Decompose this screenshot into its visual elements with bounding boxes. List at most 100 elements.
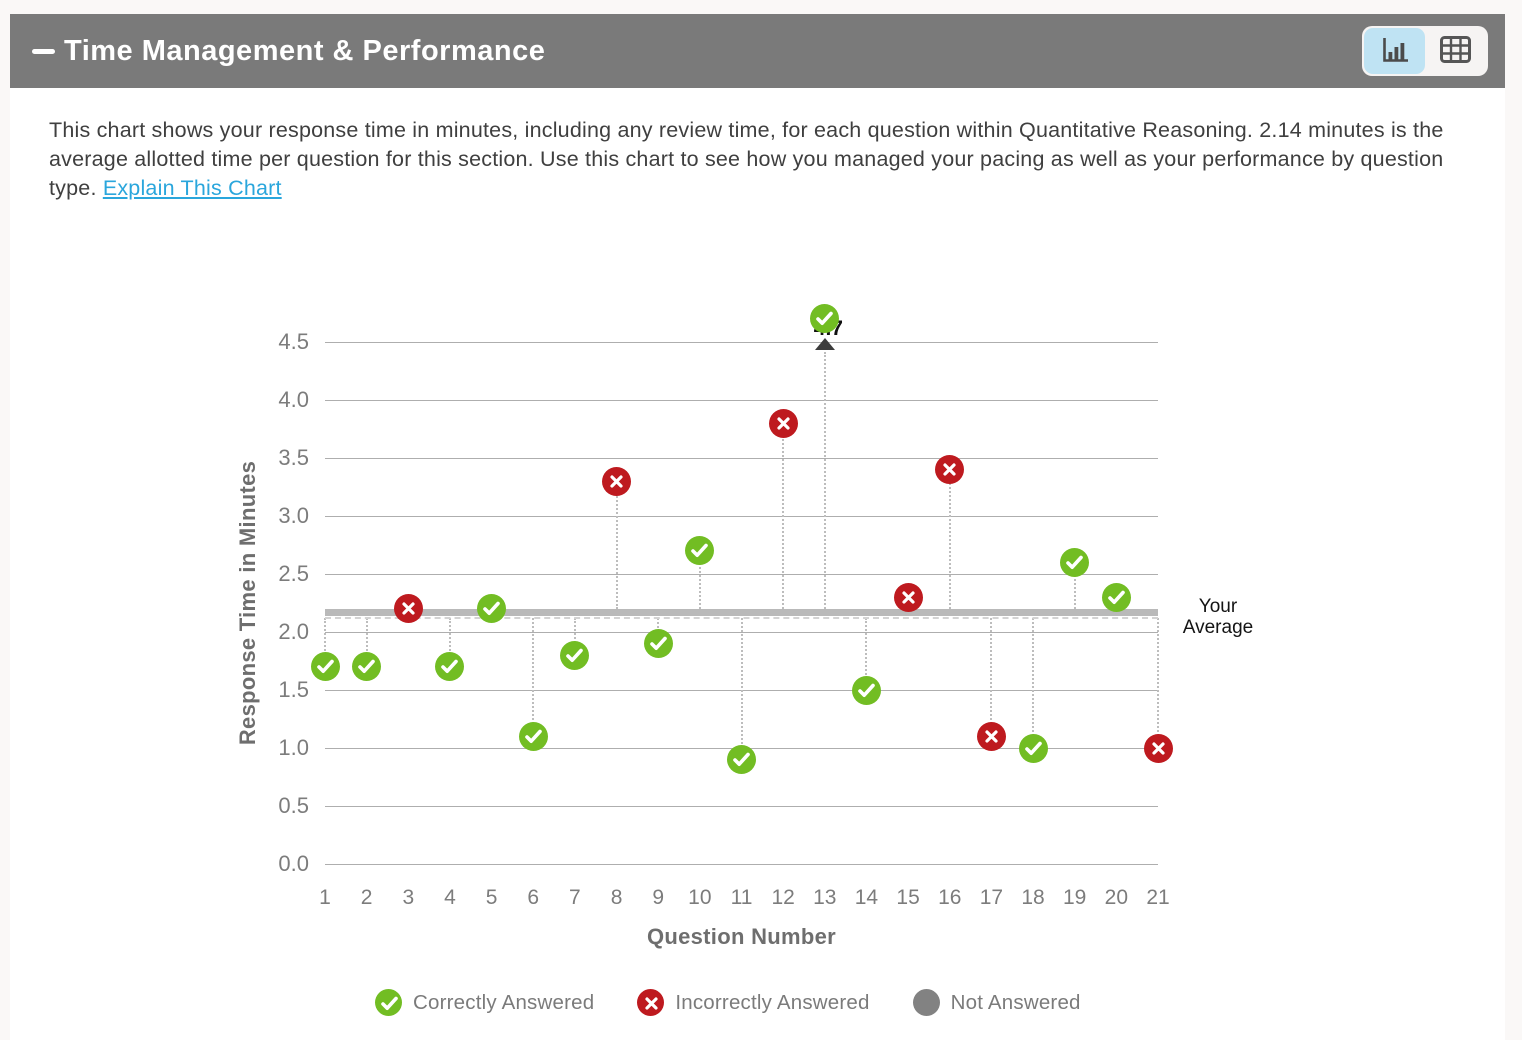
x-icon bbox=[402, 602, 415, 615]
circle-icon bbox=[912, 989, 940, 1016]
legend-item-incorrect: Incorrectly Answered bbox=[637, 989, 869, 1016]
explain-this-chart-link[interactable]: Explain This Chart bbox=[102, 176, 282, 200]
y-tick-label: 2.5 bbox=[278, 561, 309, 586]
chart-view-button[interactable] bbox=[1364, 28, 1425, 74]
panel-header: Time Management & Performance bbox=[10, 14, 1505, 88]
legend-item-correct: Correctly Answered bbox=[375, 989, 594, 1016]
view-toggle-group bbox=[1362, 26, 1488, 76]
gridline bbox=[325, 806, 1158, 807]
connector-line bbox=[365, 618, 368, 667]
data-point-q16[interactable] bbox=[935, 455, 965, 485]
check-icon bbox=[733, 752, 750, 767]
x-tick-label: 4 bbox=[444, 886, 456, 909]
check-icon bbox=[1024, 741, 1042, 755]
data-point-q8[interactable] bbox=[602, 466, 632, 496]
average-line-dash bbox=[325, 617, 1158, 619]
minus-icon bbox=[31, 48, 55, 54]
x-tick-label: 2 bbox=[360, 886, 373, 909]
connector-line bbox=[1073, 562, 1076, 609]
check-icon bbox=[858, 683, 875, 697]
connector-line bbox=[948, 469, 951, 609]
x-icon bbox=[777, 417, 790, 430]
panel-content: This chart shows your response time in m… bbox=[10, 88, 1505, 1040]
connector-line bbox=[782, 423, 785, 609]
y-tick-label: 0.5 bbox=[278, 793, 309, 818]
x-icon bbox=[610, 475, 623, 488]
check-icon bbox=[649, 636, 667, 651]
data-point-q20[interactable] bbox=[1101, 582, 1131, 612]
data-point-q19[interactable] bbox=[1060, 547, 1090, 577]
check-icon bbox=[316, 659, 334, 674]
x-tick-label: 20 bbox=[1104, 886, 1129, 909]
data-point-q17[interactable] bbox=[976, 721, 1006, 751]
x-tick-label: 17 bbox=[979, 886, 1004, 909]
data-point-q18[interactable] bbox=[1018, 733, 1048, 763]
data-point-q5[interactable] bbox=[477, 594, 507, 624]
y-tick-label: 0.0 bbox=[278, 851, 309, 876]
gridline bbox=[325, 458, 1158, 459]
check-icon bbox=[524, 729, 542, 743]
x-tick-label: 3 bbox=[402, 886, 415, 909]
connector-line bbox=[740, 618, 743, 760]
x-tick-label: 14 bbox=[854, 886, 879, 909]
y-axis-title: Response Time in Minutes bbox=[235, 460, 260, 746]
data-point-q13[interactable] bbox=[810, 304, 840, 334]
x-tick-label: 6 bbox=[527, 886, 540, 909]
x-tick-label: 12 bbox=[771, 886, 795, 909]
y-tick-label: 4.0 bbox=[278, 387, 309, 412]
y-tick-label: 1.0 bbox=[278, 735, 309, 760]
legend-label: Not Answered bbox=[950, 990, 1081, 1014]
connector-line bbox=[324, 618, 326, 667]
connector-line bbox=[990, 618, 993, 737]
bar-chart-icon bbox=[1378, 34, 1412, 69]
connector-line bbox=[1157, 618, 1159, 748]
data-point-q14[interactable] bbox=[851, 675, 881, 705]
connector-line bbox=[1032, 618, 1035, 748]
scatter-chart: 0.0 0.5 1.0 1.5 2.0 2.5 3.0 3.5 4.0 4.5 1 2 3 4 5 6 7 8 9 1… bbox=[10, 88, 1505, 1040]
legend-label: Incorrectly Answered bbox=[675, 990, 870, 1014]
data-point-q3[interactable] bbox=[393, 594, 423, 624]
chart-description: This chart shows your response time in m… bbox=[49, 116, 1469, 203]
table-view-button[interactable] bbox=[1425, 28, 1486, 74]
x-tick-label: 21 bbox=[1146, 886, 1170, 909]
gridline bbox=[325, 400, 1158, 401]
overflow-arrow-icon bbox=[814, 338, 835, 350]
data-point-q2[interactable] bbox=[352, 652, 382, 682]
data-point-q15[interactable] bbox=[893, 582, 923, 612]
table-icon bbox=[1439, 35, 1472, 67]
check-icon bbox=[691, 543, 709, 558]
y-tick-label: 3.0 bbox=[278, 503, 309, 528]
x-tick-label: 16 bbox=[938, 886, 962, 909]
x-icon bbox=[637, 989, 665, 1016]
collapse-section-button[interactable] bbox=[26, 34, 60, 68]
legend-label: Correctly Answered bbox=[413, 990, 595, 1014]
x-tick-label: 13 bbox=[813, 886, 837, 909]
x-icon bbox=[985, 730, 998, 743]
your-average-label: Your Average bbox=[1182, 596, 1254, 638]
y-tick-label: 4.5 bbox=[278, 329, 309, 354]
data-point-q1[interactable] bbox=[310, 652, 340, 682]
data-point-q12[interactable] bbox=[768, 408, 798, 438]
x-icon bbox=[1151, 741, 1165, 755]
x-tick-label: 15 bbox=[896, 886, 920, 909]
data-point-q4[interactable] bbox=[435, 652, 465, 682]
check-icon bbox=[358, 659, 375, 674]
data-point-q9[interactable] bbox=[643, 629, 673, 659]
x-tick-label: 1 bbox=[319, 886, 331, 909]
check-icon bbox=[1066, 555, 1083, 569]
connector-line bbox=[573, 618, 576, 656]
x-tick-label: 10 bbox=[688, 886, 712, 909]
x-tick-label: 7 bbox=[569, 886, 581, 909]
check-icon bbox=[441, 659, 459, 674]
data-point-q6[interactable] bbox=[518, 721, 548, 751]
data-point-q7[interactable] bbox=[560, 640, 590, 670]
x-tick-label: 8 bbox=[610, 886, 623, 909]
gridline bbox=[325, 864, 1158, 865]
data-point-q10[interactable] bbox=[685, 536, 715, 566]
average-line bbox=[325, 609, 1158, 616]
data-point-q21[interactable] bbox=[1143, 733, 1173, 763]
connector-line bbox=[865, 618, 868, 690]
data-point-q11[interactable] bbox=[727, 745, 756, 775]
connector-line bbox=[532, 618, 535, 737]
